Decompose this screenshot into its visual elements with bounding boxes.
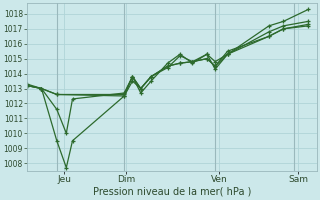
X-axis label: Pression niveau de la mer( hPa ): Pression niveau de la mer( hPa ) bbox=[92, 187, 251, 197]
